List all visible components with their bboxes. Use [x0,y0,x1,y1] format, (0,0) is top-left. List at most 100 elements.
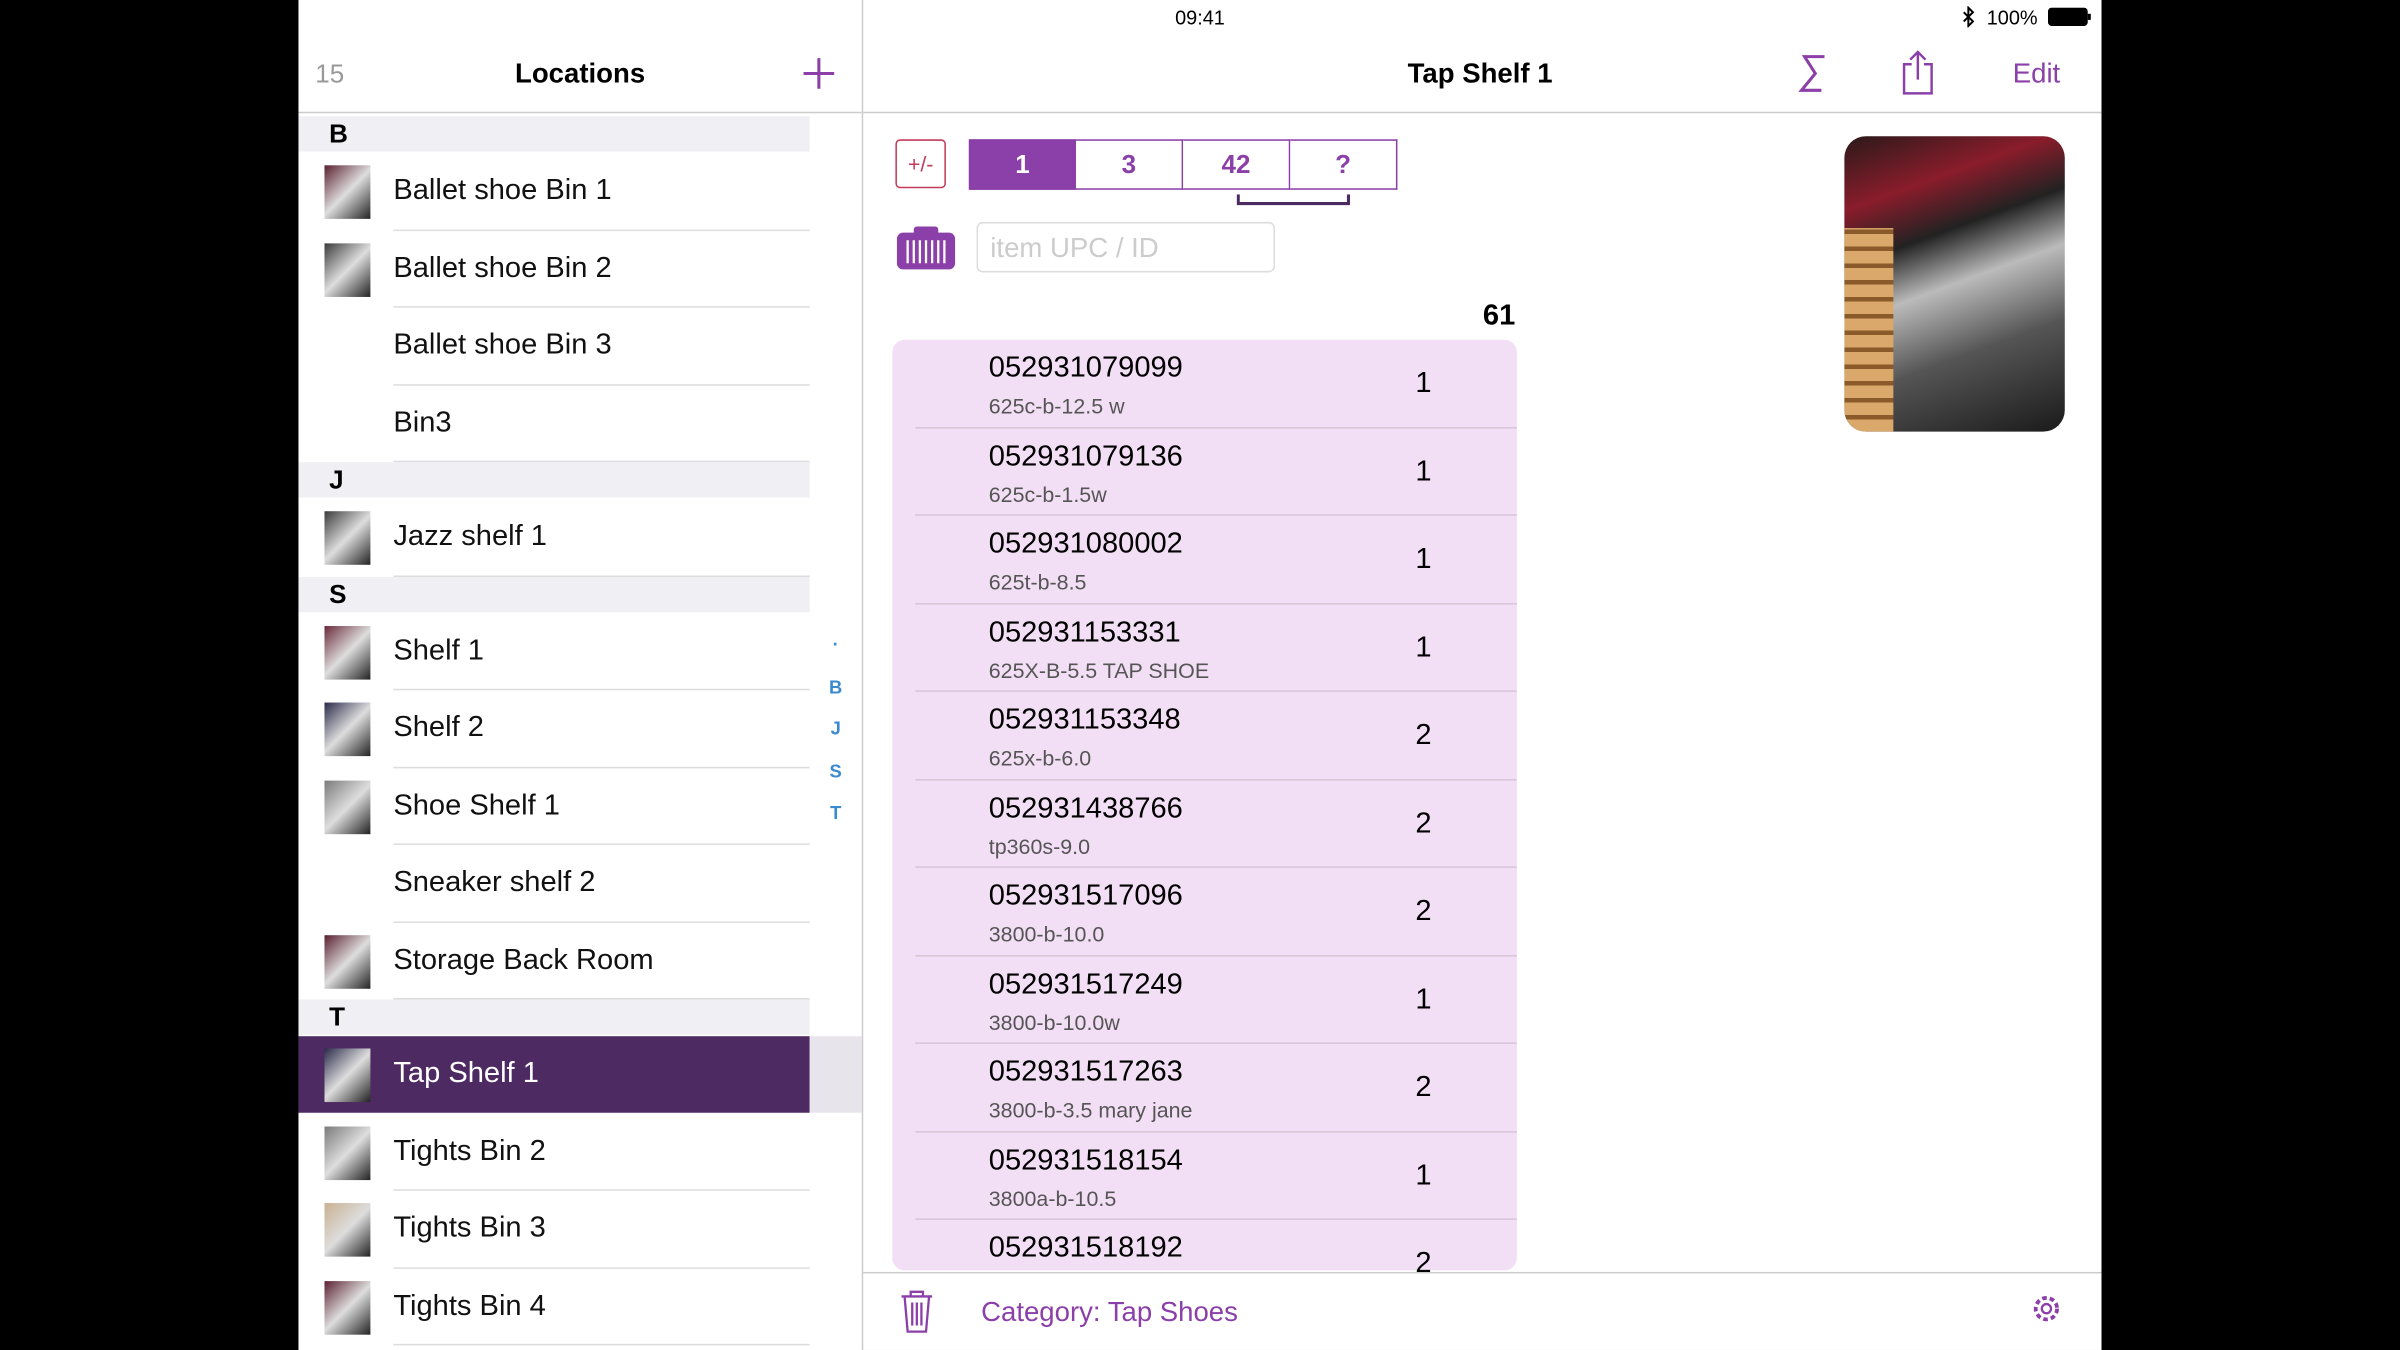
item-description: 625x-b-6.0 [988,745,1092,770]
location-name: Tights Bin 3 [393,1212,546,1245]
item-upc: 052931517096 [988,880,1183,913]
item-separator [915,602,1517,604]
row-separator [393,997,810,1000]
sidebar-title: Locations [515,58,646,89]
sum-button[interactable] [1794,54,1831,94]
index-letter[interactable]: B [829,675,843,698]
edit-button[interactable]: Edit [2012,58,2061,89]
index-letter[interactable]: · [832,633,839,656]
status-time: 09:41 [1175,6,1225,30]
location-name: Bin3 [393,406,452,439]
section-letter: B [329,119,348,149]
sidebar [298,0,864,1350]
row-separator [393,460,810,463]
segment[interactable]: 42 [1183,139,1291,190]
location-name: Tap Shelf 1 [393,1057,539,1090]
segment[interactable]: 1 [968,139,1077,190]
item-upc: 052931438766 [988,792,1183,825]
item-description: 625t-b-8.5 [988,569,1087,594]
item-upc: 052931080002 [988,528,1183,561]
item-quantity: 1 [1415,631,1432,664]
total-count: 61 [1482,299,1516,333]
location-thumbnail [324,242,371,297]
location-name: Shelf 1 [393,634,484,667]
battery-icon [2047,7,2091,27]
location-thumbnail [324,511,371,565]
location-row[interactable] [298,499,809,576]
item-upc: 052931153331 [988,616,1181,649]
location-name: Ballet shoe Bin 3 [393,329,612,362]
section-header [298,576,810,612]
detail-title: Tap Shelf 1 [1407,58,1553,89]
category-button[interactable]: Category: Tap Shoes [981,1296,1238,1328]
index-letter[interactable]: T [830,802,842,824]
photo-shelf [1844,228,1894,432]
location-thumbnail [324,934,371,989]
item-description: 3800-b-10.0 [988,921,1105,946]
index-letter[interactable]: J [830,717,841,740]
row-separator [393,574,810,577]
item-separator [915,1042,1517,1044]
location-thumbnail [324,625,371,679]
item-upc: 052931517263 [988,1056,1183,1089]
item-quantity: 1 [1415,455,1432,488]
item-separator [915,690,1517,692]
item-quantity: 2 [1415,895,1432,928]
location-thumbnail [324,165,371,219]
settings-button[interactable] [2028,1290,2065,1327]
item-quantity: 2 [1415,719,1432,752]
item-separator [915,1130,1517,1132]
item-quantity: 2 [1415,1247,1432,1280]
row-separator [393,920,810,923]
footer-divider [863,1271,2102,1274]
scan-button[interactable] [895,225,956,271]
item-upc: 052931079136 [988,440,1183,473]
location-row[interactable] [298,1268,809,1345]
selection-tail [809,1036,862,1113]
share-button[interactable] [1901,49,1935,95]
index-letter[interactable]: S [829,759,842,782]
row-separator [393,383,810,385]
location-name: Jazz shelf 1 [393,520,547,553]
item-quantity: 2 [1415,807,1432,840]
location-name: Shelf 2 [393,711,484,744]
row-separator [393,228,810,231]
item-quantity: 1 [1415,1159,1432,1192]
location-thumbnail [324,702,371,757]
section-header [298,999,810,1035]
location-row[interactable] [298,690,809,767]
row-separator [393,306,810,308]
location-name: Sneaker shelf 2 [393,866,596,899]
location-thumbnail [324,779,371,834]
location-name: Shoe Shelf 1 [393,789,560,822]
row-separator [393,1343,810,1346]
trash-button[interactable] [900,1289,934,1335]
location-name: Tights Bin 2 [393,1134,546,1168]
plus-minus-toggle[interactable]: +/- [895,139,946,189]
row-separator [393,688,810,691]
item-list [892,339,1517,1271]
location-name: Ballet shoe Bin 1 [393,174,612,207]
location-row[interactable] [298,613,809,690]
search-input[interactable]: item UPC / ID [976,221,1275,273]
location-row[interactable] [298,1036,810,1113]
row-separator [393,843,810,845]
location-row[interactable] [298,1191,809,1268]
item-separator [915,778,1517,780]
segment[interactable]: 3 [1076,139,1184,190]
item-upc: 052931518154 [988,1144,1183,1177]
row-separator [393,1189,810,1191]
add-button[interactable] [802,57,836,91]
item-quantity: 1 [1415,983,1432,1016]
item-separator [915,954,1517,956]
location-photo [1844,136,2065,432]
location-row[interactable] [298,385,809,462]
item-description: 3800-b-10.0w [988,1009,1120,1034]
segment[interactable]: ? [1290,139,1398,190]
item-description: tp360s-9.0 [988,833,1091,858]
item-quantity: 1 [1415,367,1432,400]
location-thumbnail [324,1048,371,1103]
item-description: 625c-b-1.5w [988,481,1107,506]
location-row[interactable] [298,1114,809,1191]
bluetooth-icon [1963,6,1975,28]
